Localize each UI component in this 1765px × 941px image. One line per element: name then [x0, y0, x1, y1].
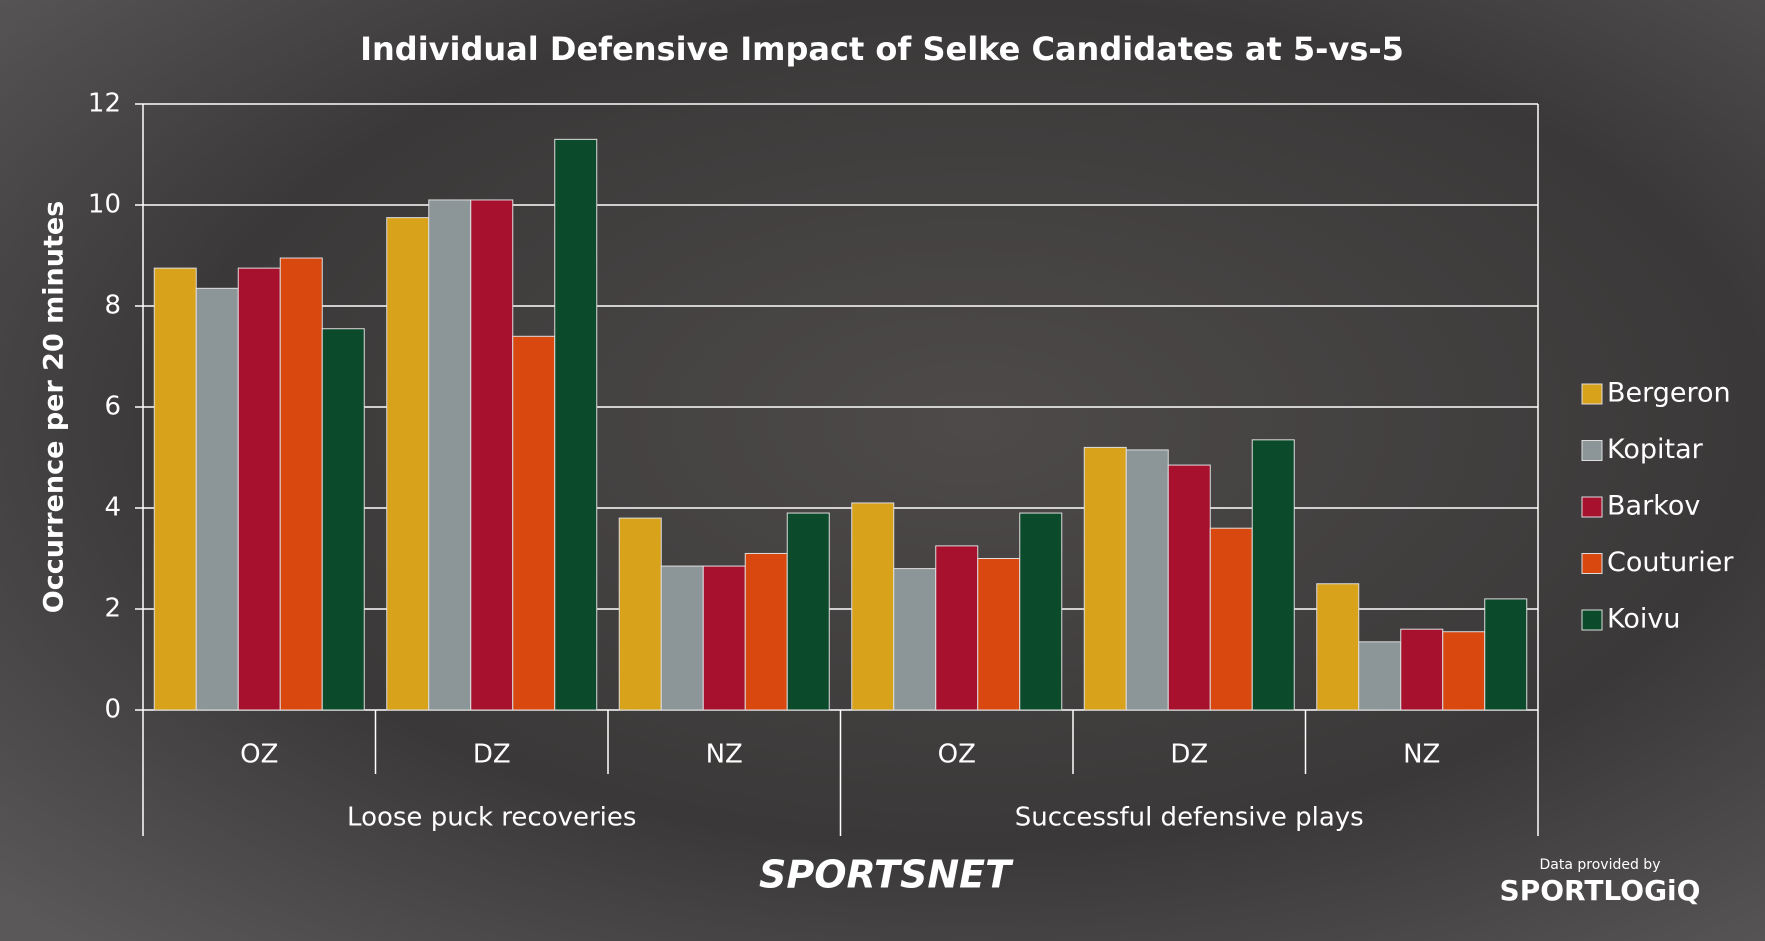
logo: SPORTSNET — [759, 853, 1014, 897]
bar — [702, 565, 746, 711]
bar — [1316, 583, 1360, 711]
bar — [428, 199, 472, 711]
credit-logo: SPORTLOGiQ — [1500, 874, 1701, 907]
y-tick-label: 8 — [104, 291, 121, 321]
bar — [977, 558, 1021, 711]
bar — [660, 565, 704, 711]
bar — [1019, 512, 1063, 711]
bar — [744, 552, 788, 711]
bar — [935, 545, 979, 711]
legend-swatch — [1581, 440, 1603, 461]
legend-swatch — [1581, 553, 1603, 574]
bar — [195, 287, 239, 711]
chart-title: Individual Defensive Impact of Selke Can… — [360, 30, 1404, 68]
y-tick-label: 12 — [88, 89, 121, 119]
bar — [893, 568, 937, 711]
bar — [1209, 527, 1253, 711]
x-tick-label: OZ — [240, 740, 278, 770]
x-tick-label: NZ — [1403, 740, 1440, 770]
bar — [512, 335, 556, 711]
y-tick-label: 6 — [104, 392, 121, 422]
legend-label: Barkov — [1607, 491, 1700, 522]
bar — [386, 217, 430, 711]
bar — [1083, 446, 1127, 711]
bar — [153, 267, 197, 711]
bar — [1167, 464, 1211, 711]
legend-label: Bergeron — [1607, 378, 1731, 409]
legend-label: Kopitar — [1607, 434, 1704, 465]
legend-label: Koivu — [1607, 604, 1680, 635]
y-tick-label: 2 — [104, 594, 121, 624]
x-tick-label: DZ — [473, 740, 511, 770]
bar — [1442, 631, 1486, 711]
y-tick-label: 4 — [104, 493, 121, 523]
x-tick-label: OZ — [938, 740, 976, 770]
bar — [1484, 598, 1528, 711]
bar — [321, 328, 365, 711]
bar — [279, 257, 323, 711]
bar — [786, 512, 830, 711]
credit: Data provided by — [1540, 857, 1661, 873]
bar — [1125, 449, 1169, 711]
x-tick-label: DZ — [1170, 740, 1208, 770]
y-tick-label: 0 — [104, 695, 121, 725]
bar — [470, 199, 514, 711]
legend-swatch — [1581, 609, 1603, 631]
group-label: Loose puck recoveries — [347, 803, 636, 833]
x-tick-label: NZ — [706, 740, 743, 770]
bar — [237, 267, 281, 711]
y-axis-label: Occurrence per 20 minutes — [39, 201, 70, 614]
legend-swatch — [1581, 496, 1603, 518]
bar — [618, 517, 662, 711]
bar — [554, 138, 598, 711]
bar — [1400, 628, 1444, 711]
legend-swatch — [1581, 383, 1603, 405]
bar — [1358, 641, 1402, 711]
group-label: Successful defensive plays — [1015, 803, 1364, 833]
y-tick-label: 10 — [88, 190, 121, 220]
bar — [1251, 439, 1295, 711]
bar — [851, 502, 895, 711]
legend-label: Couturier — [1607, 547, 1734, 578]
